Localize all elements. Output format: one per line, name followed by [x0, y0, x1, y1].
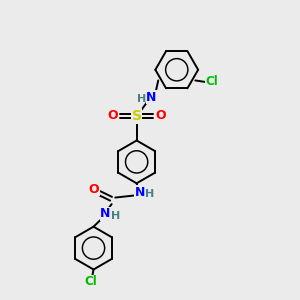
Text: O: O [107, 109, 118, 122]
Text: H: H [137, 94, 147, 103]
Text: Cl: Cl [206, 75, 219, 88]
Text: N: N [146, 91, 157, 103]
Text: N: N [134, 186, 145, 199]
Text: O: O [155, 109, 166, 122]
Text: S: S [132, 109, 142, 123]
Text: O: O [89, 183, 99, 196]
Text: N: N [100, 207, 111, 220]
Text: H: H [111, 211, 120, 221]
Text: H: H [146, 189, 154, 199]
Text: Cl: Cl [84, 275, 97, 289]
